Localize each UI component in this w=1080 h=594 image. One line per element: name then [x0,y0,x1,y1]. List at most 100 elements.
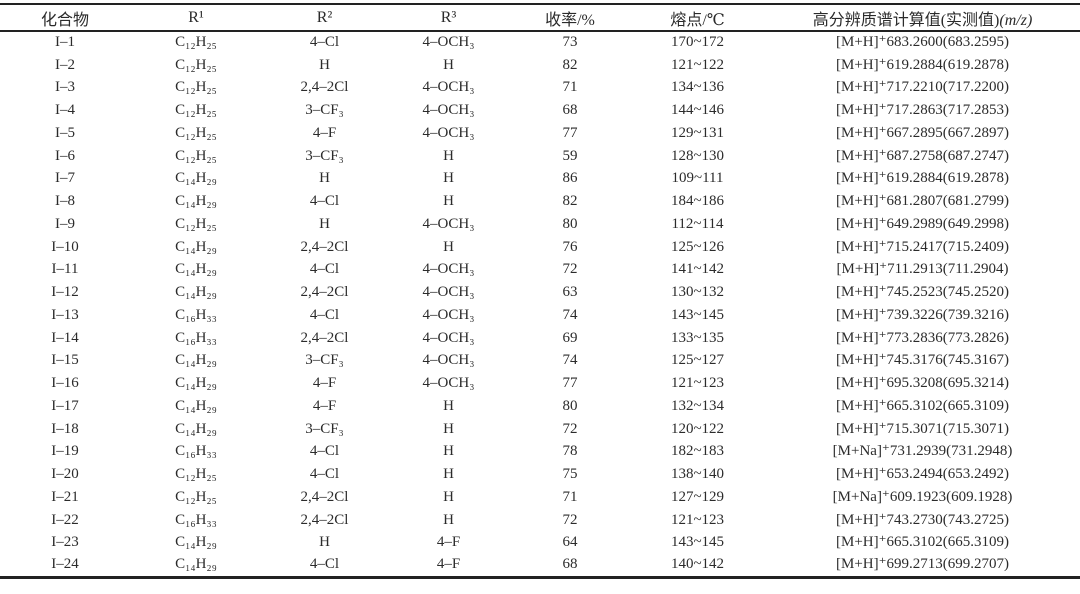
cell-r2: 2,4–2Cl [300,284,349,301]
cell-r3: 4–OCH₃ [422,306,475,323]
cell-hrms: [M+H]⁺715.3071(715.3071) [835,420,1010,437]
cell-r1: C₁₆H₃₃ [175,329,217,346]
cell-melting-point: 109~111 [671,170,724,187]
cell-r3: 4–OCH₃ [422,34,475,51]
cell-melting-point: 112~114 [671,215,724,232]
table-row: I–8 C₁₄H₂₉ 4–Cl H 82 184~186 [M+H]⁺681.2… [0,190,1080,213]
table-row: I–12 C₁₄H₂₉ 2,4–2Cl 4–OCH₃ 63 130~132 [M… [0,281,1080,304]
cell-hrms: [M+H]⁺717.2210(717.2200) [835,79,1010,96]
cell-r2: 4–Cl [309,34,340,51]
cell-r1: C₁₄H₂₉ [175,375,217,392]
cell-r2: 4–Cl [309,556,340,573]
cell-r2: 2,4–2Cl [300,488,349,505]
cell-melting-point: 130~132 [670,284,725,301]
cell-r1: C₁₆H₃₃ [175,306,217,323]
cell-hrms: [M+H]⁺699.2713(699.2707) [835,556,1010,573]
cell-r1: C₁₆H₃₃ [175,511,217,528]
cell-compound: I–16 [51,375,79,392]
cell-yield: 68 [562,102,578,119]
col-header-yield: 收率/% [510,4,630,32]
cell-melting-point: 120~122 [670,420,725,437]
cell-r1: C₁₂H₂₅ [175,34,217,51]
cell-yield: 69 [562,329,578,346]
cell-hrms: [M+H]⁺715.2417(715.2409) [835,238,1010,255]
cell-melting-point: 141~142 [670,261,725,278]
cell-melting-point: 132~134 [670,397,725,414]
cell-yield: 86 [562,170,578,187]
cell-r1: C₁₂H₂₅ [175,56,217,73]
table-body: I–1 C₁₂H₂₅ 4–Cl 4–OCH₃ 73 170~172 [M+H]⁺… [0,31,1080,577]
table-row: I–6 C₁₂H₂₅ 3–CF₃ H 59 128~130 [M+H]⁺687.… [0,145,1080,168]
cell-r1: C₁₂H₂₅ [175,102,217,119]
compound-table: 化合物 R¹ R² R³ 收率/% 熔点/℃ 高分辨质谱计算值(实测值)(m/z… [0,3,1080,579]
cell-r2: 2,4–2Cl [300,511,349,528]
table-row: I–11 C₁₄H₂₉ 4–Cl 4–OCH₃ 72 141~142 [M+H]… [0,259,1080,282]
cell-hrms: [M+H]⁺667.2895(667.2897) [835,124,1010,141]
cell-compound: I–22 [51,511,79,528]
cell-compound: I–12 [51,284,79,301]
cell-hrms: [M+H]⁺745.3176(745.3167) [835,352,1010,369]
cell-r2: H [319,170,330,187]
cell-compound: I–13 [51,306,79,323]
cell-r1: C₁₆H₃₃ [175,443,217,460]
cell-yield: 82 [562,56,578,73]
cell-r1: C₁₄H₂₉ [175,261,217,278]
cell-r3: 4–F [436,556,461,573]
cell-r2: 2,4–2Cl [300,79,349,96]
cell-melting-point: 133~135 [670,329,725,346]
cell-compound: I–20 [51,466,79,483]
col-header-hrms: 高分辨质谱计算值(实测值)(m/z) [765,4,1080,32]
table-row: I–14 C₁₆H₃₃ 2,4–2Cl 4–OCH₃ 69 133~135 [M… [0,327,1080,350]
cell-r3: H [443,238,454,255]
cell-r3: 4–OCH₃ [422,284,475,301]
cell-r1: C₁₂H₂₅ [175,79,217,96]
cell-yield: 77 [562,375,578,392]
cell-yield: 75 [562,466,578,483]
cell-compound: I–10 [51,238,79,255]
table-row: I–24 C₁₄H₂₉ 4–Cl 4–F 68 140~142 [M+H]⁺69… [0,554,1080,577]
table-row: I–20 C₁₂H₂₅ 4–Cl H 75 138~140 [M+H]⁺653.… [0,463,1080,486]
cell-hrms: [M+H]⁺665.3102(665.3109) [835,534,1010,551]
cell-yield: 73 [562,34,578,51]
table-header-row: 化合物 R¹ R² R³ 收率/% 熔点/℃ 高分辨质谱计算值(实测值)(m/z… [0,4,1080,32]
cell-hrms: [M+H]⁺717.2863(717.2853) [835,102,1010,119]
cell-r3: 4–OCH₃ [422,124,475,141]
cell-compound: I–18 [51,420,79,437]
cell-melting-point: 125~126 [670,238,725,255]
cell-r1: C₁₄H₂₉ [175,193,217,210]
table-row: I–9 C₁₂H₂₅ H 4–OCH₃ 80 112~114 [M+H]⁺649… [0,213,1080,236]
cell-yield: 77 [562,124,578,141]
cell-yield: 72 [562,261,578,278]
cell-r2: 4–Cl [309,261,340,278]
table-row: I–1 C₁₂H₂₅ 4–Cl 4–OCH₃ 73 170~172 [M+H]⁺… [0,31,1080,54]
cell-r2: 3–CF₃ [305,352,344,369]
cell-r3: 4–OCH₃ [422,79,475,96]
col-header-hrms-mz: (m/z) [999,11,1033,29]
cell-hrms: [M+H]⁺619.2884(619.2878) [835,56,1010,73]
cell-r1: C₁₂H₂₅ [175,466,217,483]
cell-r2: 4–Cl [309,193,340,210]
cell-compound: I–4 [55,102,75,119]
cell-r2: 3–CF₃ [305,147,344,164]
cell-melting-point: 144~146 [670,102,725,119]
cell-melting-point: 138~140 [670,466,725,483]
cell-hrms: [M+H]⁺711.2913(711.2904) [836,261,1009,278]
col-header-hrms-text: 高分辨质谱计算值(实测值) [812,11,1000,29]
cell-r2: H [319,215,330,232]
table-row: I–4 C₁₂H₂₅ 3–CF₃ 4–OCH₃ 68 144~146 [M+H]… [0,99,1080,122]
cell-r1: C₁₄H₂₉ [175,556,217,573]
cell-hrms: [M+H]⁺681.2807(681.2799) [835,193,1010,210]
cell-yield: 72 [562,511,578,528]
cell-r1: C₁₂H₂₅ [175,215,217,232]
cell-r3: 4–OCH₃ [422,329,475,346]
cell-melting-point: 140~142 [670,556,725,573]
col-header-melting-point: 熔点/℃ [630,4,765,32]
cell-r3: H [443,147,454,164]
cell-yield: 80 [562,215,578,232]
cell-r2: H [319,56,330,73]
table-row: I–7 C₁₄H₂₉ H H 86 109~111 [M+H]⁺619.2884… [0,168,1080,191]
cell-yield: 68 [562,556,578,573]
table-row: I–3 C₁₂H₂₅ 2,4–2Cl 4–OCH₃ 71 134~136 [M+… [0,77,1080,100]
cell-melting-point: 143~145 [670,306,725,323]
cell-r3: H [443,511,454,528]
